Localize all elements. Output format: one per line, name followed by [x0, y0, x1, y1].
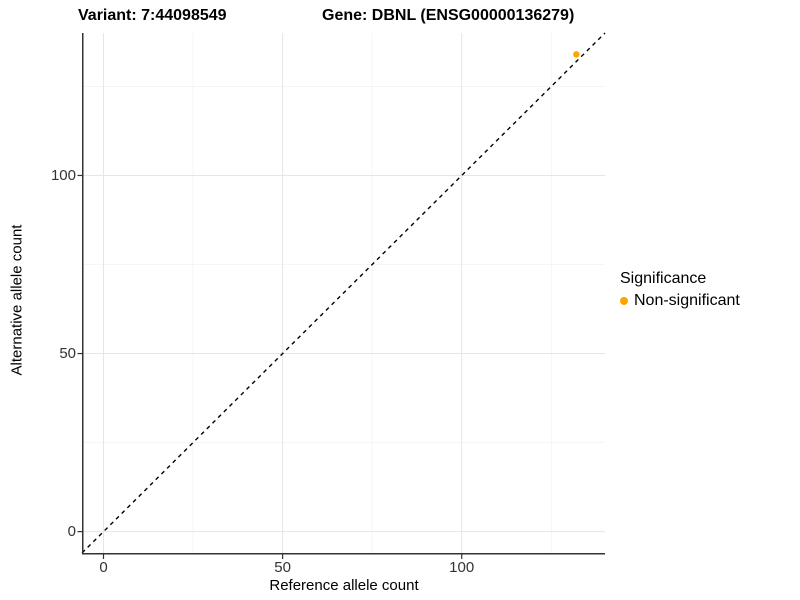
y-axis-title: Alternative allele count: [8, 224, 26, 376]
legend-title: Significance: [620, 270, 707, 287]
legend: Significance Non-significant: [620, 270, 740, 310]
scatter-plot-canvas: [77, 32, 606, 559]
legend-entry-label: Non-significant: [634, 292, 740, 309]
variant-title: Variant: 7:44098549: [78, 7, 227, 24]
x-axis-title: Reference allele count: [269, 577, 419, 594]
x-tick-label-50: 50: [274, 559, 291, 576]
circle-icon: [620, 297, 628, 305]
y-tick-label-50: 50: [59, 344, 76, 362]
x-tick-label-0: 0: [99, 559, 108, 576]
y-tick-label-100: 100: [50, 166, 76, 184]
x-tick-label-100: 100: [449, 559, 475, 576]
legend-entry-non-significant: Non-significant: [620, 292, 740, 310]
gene-title: Gene: DBNL (ENSG00000136279): [322, 7, 575, 24]
plot-panel: [77, 32, 606, 559]
y-tick-label-0: 0: [67, 522, 76, 540]
